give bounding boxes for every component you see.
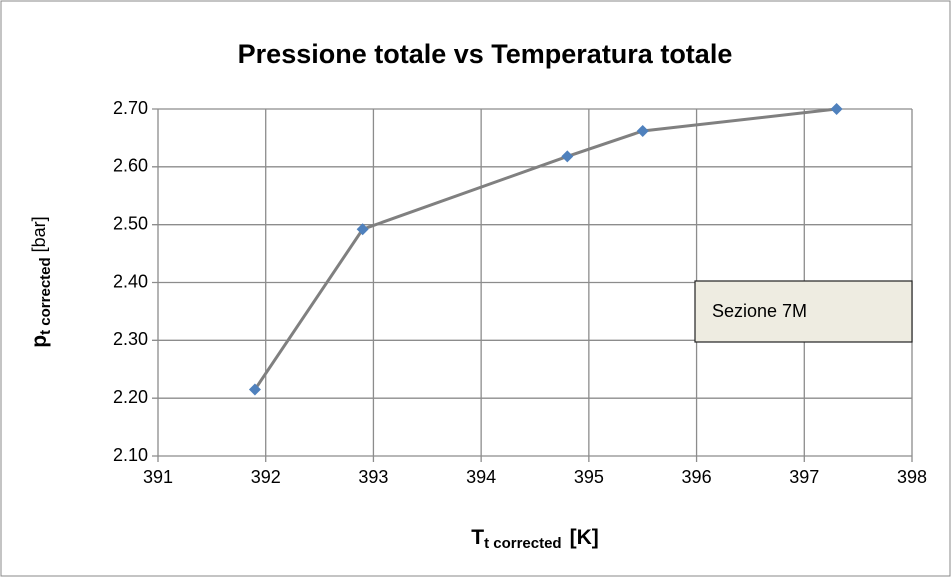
y-axis-label: pt corrected [bar] [28, 216, 54, 347]
x-tick-label: 396 [682, 467, 712, 487]
x-label-unit: [K] [570, 526, 599, 549]
y-label-main: p [28, 335, 51, 348]
x-tick-label: 394 [466, 467, 496, 487]
x-tick-label: 398 [897, 467, 927, 487]
y-tick-label: 2.40 [113, 271, 148, 291]
x-label-sub: t corrected [484, 535, 562, 552]
x-tick-label: 391 [143, 467, 173, 487]
y-tick-label: 2.50 [113, 213, 148, 233]
annotation: Sezione 7M [712, 301, 807, 321]
chart-title: Pressione totale vs Temperatura totale [238, 39, 733, 69]
annotation-box [694, 280, 913, 343]
data-point [830, 103, 843, 115]
data-point [636, 124, 649, 137]
y-tick-label: 2.60 [113, 156, 148, 176]
y-label-unit: [bar] [29, 216, 49, 252]
x-axis-label: Tt corrected [K] [471, 526, 599, 552]
data-point [356, 223, 369, 236]
y-tick-label: 2.70 [113, 98, 148, 118]
x-tick-label: 395 [574, 467, 604, 487]
data-point [561, 150, 574, 163]
y-label-sub: t corrected [37, 257, 54, 335]
y-tick-label: 2.10 [113, 445, 148, 465]
y-tick-label: 2.30 [113, 329, 148, 349]
x-tick-label: 397 [789, 467, 819, 487]
x-tick-label: 393 [358, 467, 388, 487]
x-tick-label: 392 [251, 467, 281, 487]
data-point [248, 383, 261, 396]
x-label-main: T [471, 526, 484, 549]
y-tick-label: 2.20 [113, 387, 148, 407]
